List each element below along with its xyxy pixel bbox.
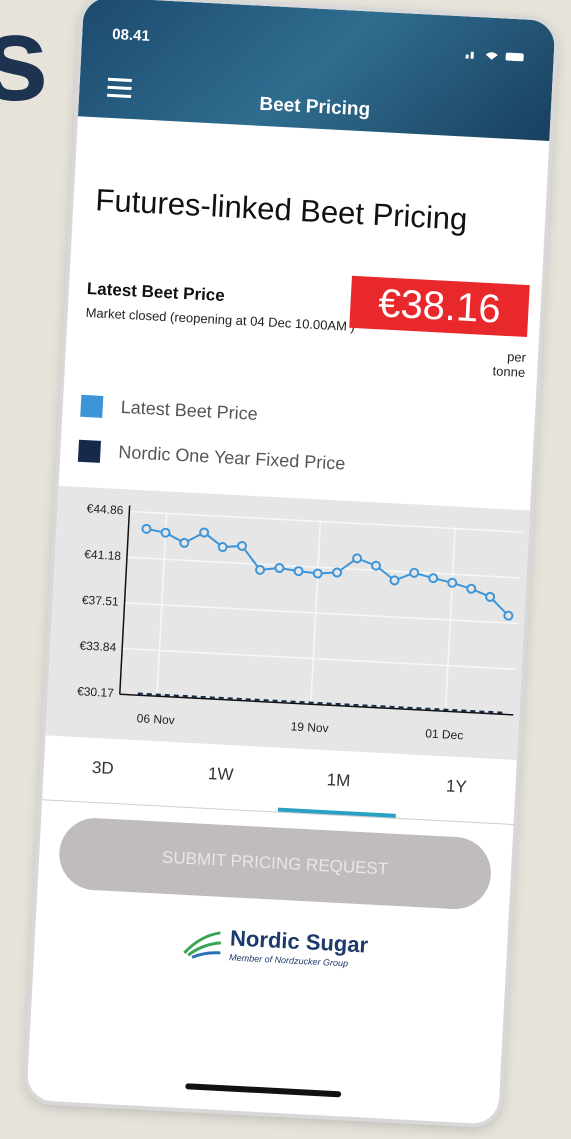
point	[160, 527, 171, 538]
y-tick-label: €33.84	[79, 639, 117, 655]
range-tab[interactable]: 1Y	[445, 776, 468, 797]
status-time: 08.41	[111, 25, 151, 45]
point	[428, 573, 439, 584]
legend-item: Latest Beet Price	[80, 395, 258, 426]
point	[199, 527, 210, 538]
range-tab[interactable]: 3D	[91, 757, 115, 778]
point	[255, 564, 266, 575]
home-indicator	[185, 1083, 342, 1098]
price-unit: per tonne	[492, 349, 527, 380]
legend-swatch	[80, 395, 104, 419]
point	[179, 537, 190, 548]
x-tick-label: 06 Nov	[136, 711, 175, 727]
chart: €30.17 €33.84 €37.51 €41.18 €44.86 06 Nov 19 N…	[77, 501, 523, 742]
series-line	[137, 692, 504, 714]
x-axis	[119, 693, 514, 716]
legend-swatch	[77, 439, 101, 464]
point	[274, 562, 285, 573]
point	[293, 566, 304, 577]
grid-line	[444, 528, 456, 712]
legend-label: Nordic One Year Fixed Price	[117, 441, 346, 474]
grid-line	[310, 521, 322, 705]
point	[409, 567, 420, 578]
series-line	[146, 527, 510, 617]
range-tab[interactable]: 1W	[207, 763, 234, 785]
y-tick-label: €44.86	[86, 501, 124, 517]
submit-button[interactable]: SUBMIT PRICING REQUEST	[57, 816, 493, 911]
logo-mark	[183, 931, 221, 959]
app-header: 08.41 Beet Pricing	[77, 0, 556, 141]
grid-line	[122, 647, 516, 670]
grid-line	[129, 510, 523, 533]
point	[217, 542, 228, 553]
page-title: Futures-linked Beet Pricing	[94, 182, 469, 237]
grid-line	[156, 513, 168, 697]
header-title: Beet Pricing	[258, 93, 371, 121]
phone-screen: 08.41 Beet Pricing Futures-linked Beet P…	[26, 0, 556, 1125]
point	[485, 591, 496, 602]
y-tick-label: €41.18	[84, 547, 122, 563]
point	[332, 567, 343, 578]
y-tick-label: €37.51	[82, 593, 120, 609]
backdrop-text: s	[0, 0, 49, 126]
point	[237, 540, 248, 551]
grid-line	[124, 602, 519, 625]
price-value: €38.16	[349, 275, 530, 338]
x-tick-label: 01 Dec	[425, 726, 464, 742]
legend-label: Latest Beet Price	[120, 396, 259, 425]
logo: Nordic Sugar Member of Nordzucker Group	[174, 922, 369, 970]
point	[371, 560, 382, 571]
x-tick-label: 19 Nov	[290, 719, 329, 735]
point	[352, 553, 363, 564]
status-icons	[465, 51, 524, 62]
market-note: Market closed (reopening at 04 Dec 10.00…	[85, 304, 356, 335]
grid-line	[126, 556, 521, 579]
y-axis	[119, 505, 131, 695]
point	[141, 523, 152, 534]
point	[389, 575, 400, 586]
chart-area: €30.17 €33.84 €37.51 €41.18 €44.86 06 Nov 19 N…	[45, 485, 530, 761]
legend-item: Nordic One Year Fixed Price	[77, 439, 346, 476]
price-label: Latest Beet Price	[86, 278, 226, 306]
point	[312, 568, 323, 579]
point	[447, 577, 458, 588]
point	[466, 583, 477, 594]
point	[503, 610, 514, 621]
range-tab[interactable]: 1M	[277, 747, 400, 818]
y-tick-label: €30.17	[77, 684, 115, 700]
